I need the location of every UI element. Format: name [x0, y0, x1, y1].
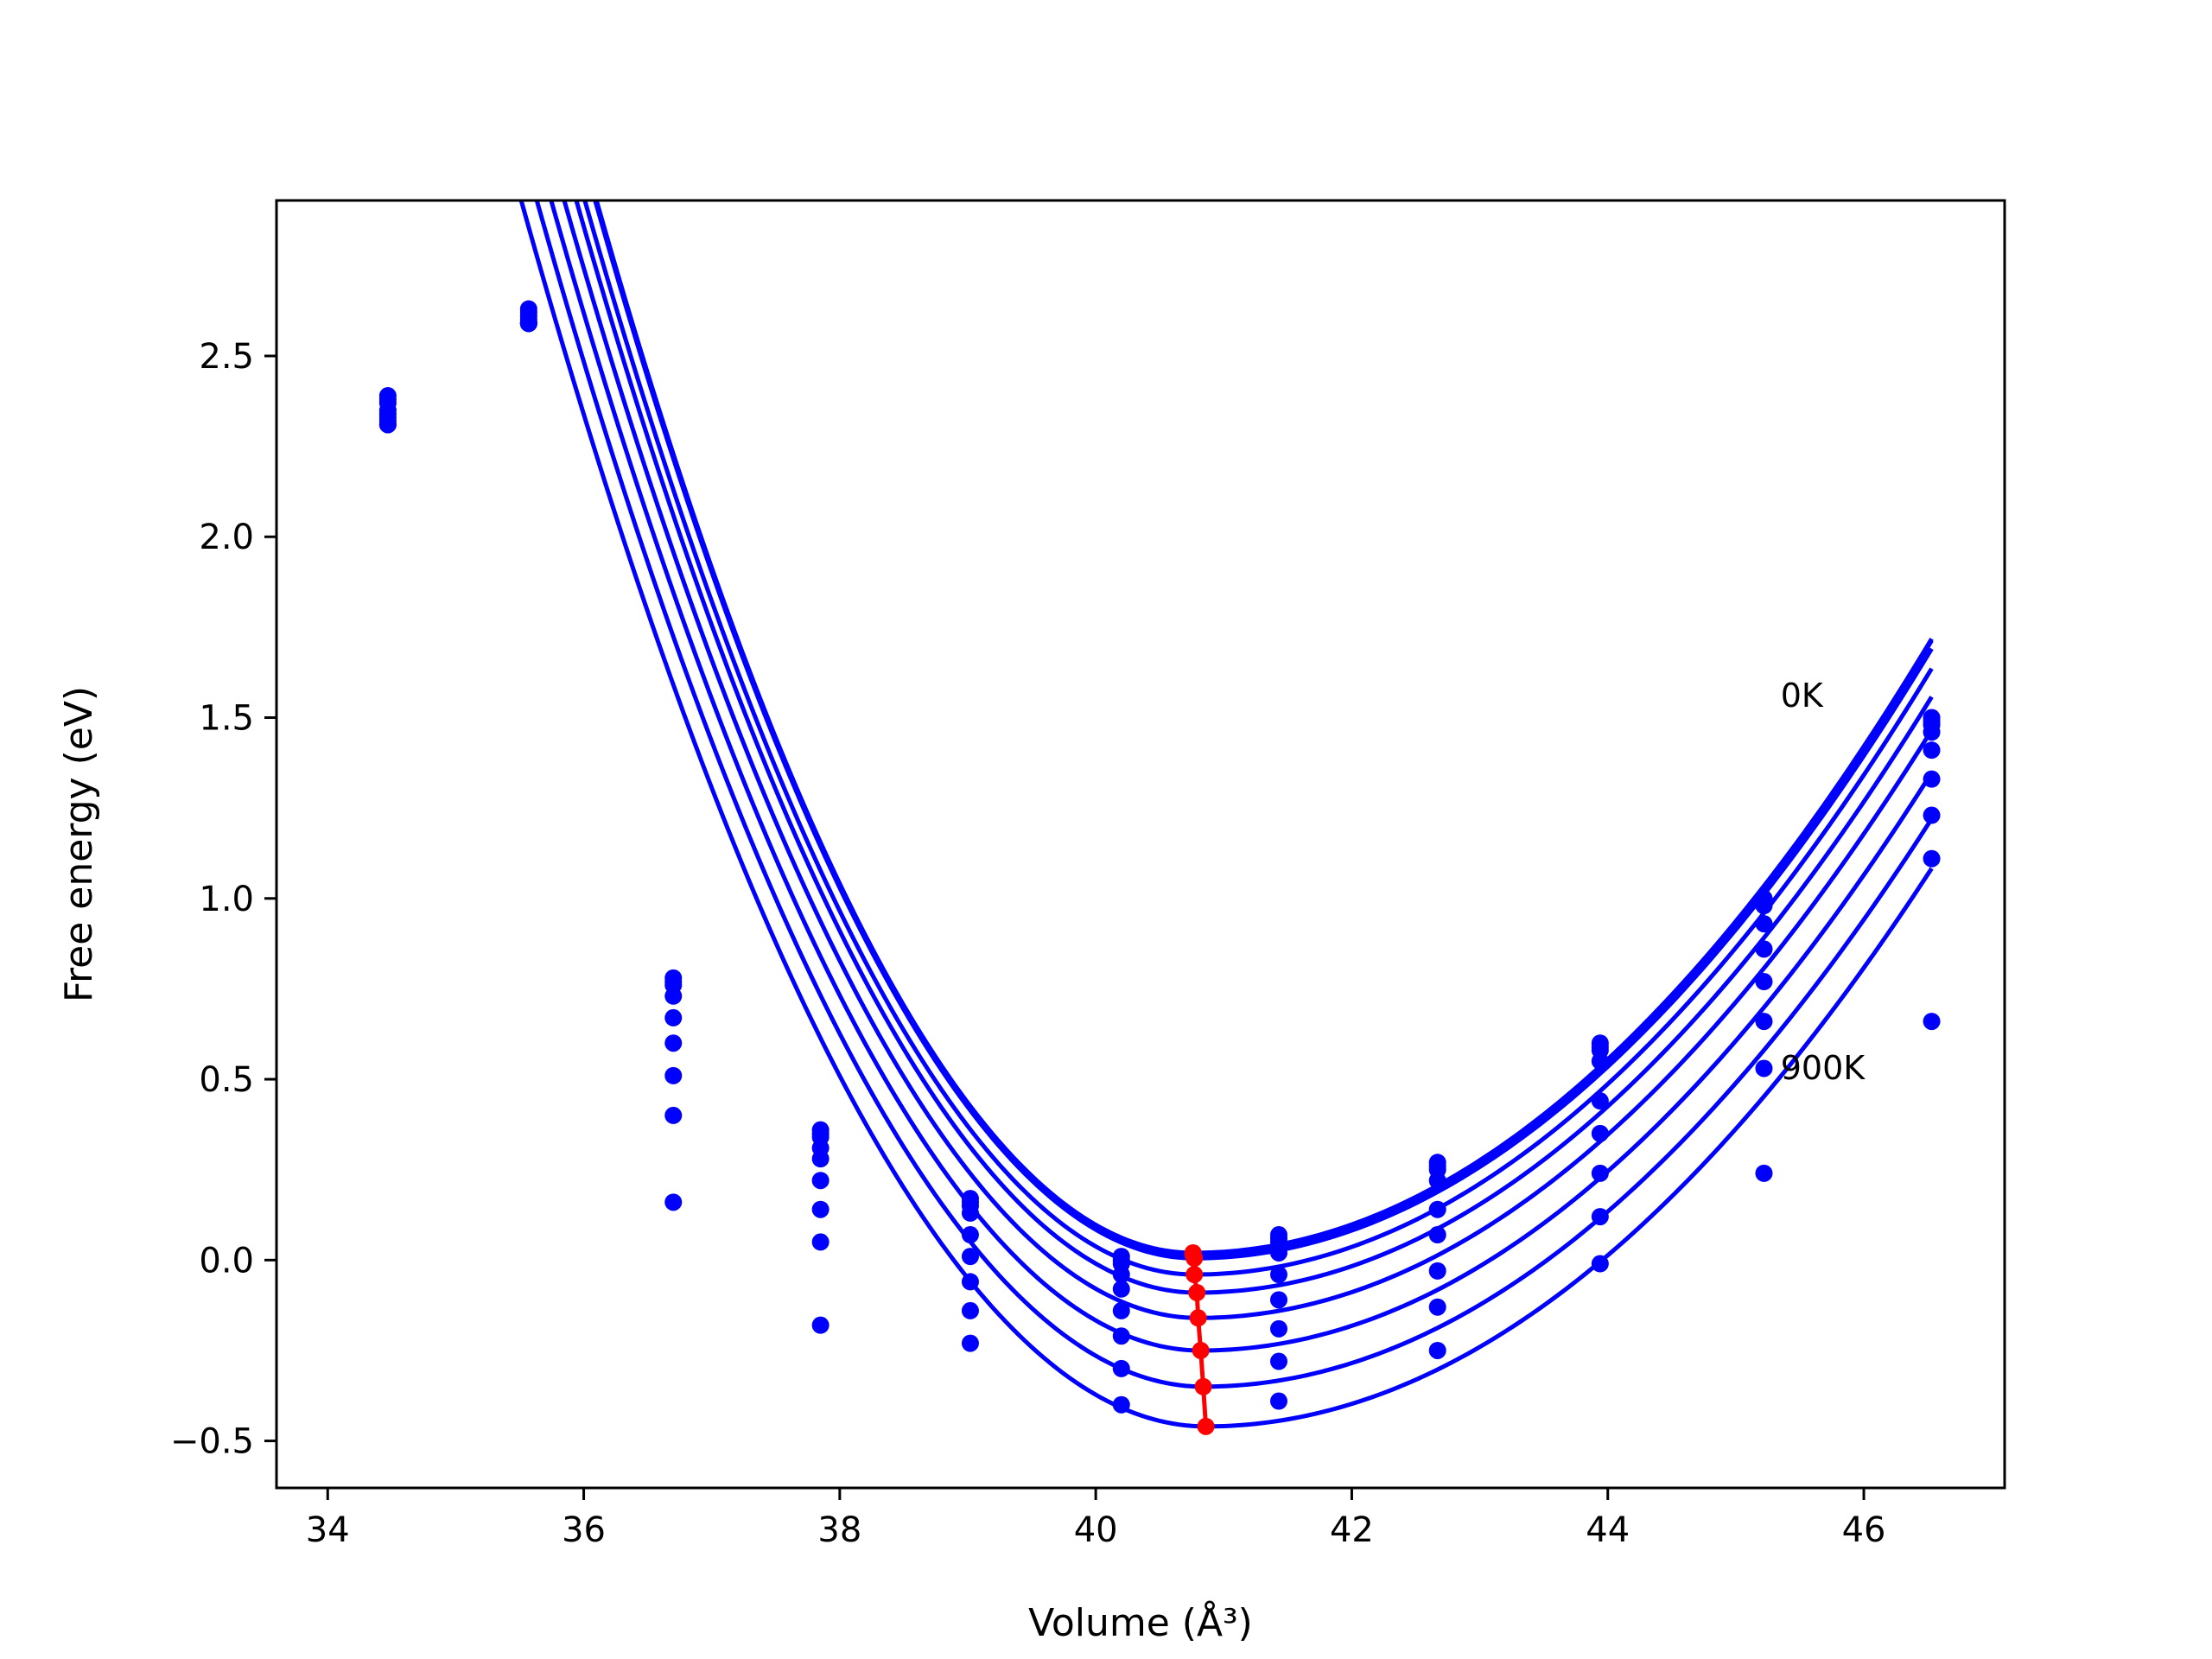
axes-frame — [275, 199, 2006, 1490]
x-tick-label: 44 — [1586, 1510, 1630, 1550]
y-axis-label: Free energy (eV) — [57, 686, 101, 1002]
annotations: 0K 900K — [1781, 677, 1866, 1087]
data-point — [961, 1273, 979, 1291]
x-axis-ticks: 34 36 38 40 42 44 46 — [306, 1488, 1886, 1550]
x-tick-label: 36 — [562, 1510, 606, 1550]
data-point — [1270, 1392, 1287, 1410]
minimum-point — [1185, 1249, 1204, 1268]
data-point — [1923, 1013, 1941, 1031]
data-point — [1428, 1200, 1446, 1218]
data-point — [1591, 1164, 1609, 1182]
data-point — [378, 416, 397, 434]
data-point — [811, 1233, 830, 1251]
data-point — [1591, 1052, 1609, 1071]
y-tick-label: 2.5 — [199, 337, 254, 377]
data-point — [961, 1301, 979, 1319]
x-tick-label: 34 — [306, 1510, 350, 1550]
data-point — [1112, 1395, 1130, 1414]
minimum-point — [1194, 1377, 1212, 1395]
data-point — [961, 1226, 979, 1244]
minimum-point — [1185, 1266, 1204, 1284]
data-point — [1270, 1266, 1287, 1284]
data-point — [811, 1316, 830, 1334]
data-point — [1591, 1124, 1609, 1142]
data-point — [1755, 973, 1773, 991]
minimum-point — [1189, 1309, 1207, 1327]
data-point — [1755, 897, 1773, 915]
y-tick-label: −0.5 — [170, 1422, 254, 1462]
y-tick-label: 1.5 — [199, 699, 254, 739]
fit-curve-7 — [549, 200, 1934, 1353]
data-point — [811, 1172, 830, 1190]
fit-curve-5 — [574, 200, 1934, 1295]
fit-curve-6 — [562, 200, 1934, 1320]
data-point — [1755, 1013, 1773, 1031]
minimum-point — [1197, 1417, 1215, 1435]
data-point — [1923, 770, 1941, 788]
data-point — [664, 1193, 683, 1211]
data-point — [1112, 1280, 1130, 1298]
data-point — [961, 1334, 979, 1352]
temperature-annotation: 900K — [1781, 1049, 1866, 1087]
data-point — [811, 1200, 830, 1218]
x-tick-label: 46 — [1842, 1510, 1886, 1550]
data-point — [1112, 1301, 1130, 1319]
data-point — [961, 1204, 979, 1222]
data-point — [664, 1034, 683, 1052]
data-point — [1270, 1319, 1287, 1338]
data-point — [664, 1066, 683, 1084]
data-point — [1923, 849, 1941, 868]
temperature-annotation: 0K — [1781, 677, 1824, 715]
data-point — [1591, 1092, 1609, 1110]
fit-curve-4 — [582, 200, 1934, 1277]
x-axis-label: Volume (Å³) — [1028, 1599, 1253, 1645]
data-point — [664, 987, 683, 1005]
fit-curve-9 — [518, 200, 1934, 1429]
y-tick-label: 0.0 — [199, 1241, 254, 1281]
data-point — [1112, 1359, 1130, 1377]
data-point — [1112, 1327, 1130, 1345]
data-point — [811, 1150, 830, 1168]
data-point — [1923, 723, 1941, 741]
y-axis-ticks: −0.5 0.0 0.5 1.0 1.5 2.0 2.5 — [170, 337, 276, 1462]
x-tick-label: 38 — [817, 1510, 861, 1550]
data-point — [1428, 1172, 1446, 1190]
plot-content — [378, 200, 1941, 1435]
data-point — [1270, 1243, 1287, 1262]
y-tick-label: 0.5 — [199, 1060, 254, 1100]
data-point — [1428, 1226, 1446, 1244]
data-point — [664, 1008, 683, 1027]
data-point — [1923, 741, 1941, 760]
data-point — [664, 1106, 683, 1124]
data-point — [1923, 806, 1941, 824]
minimum-point — [1192, 1341, 1210, 1359]
x-tick-label: 42 — [1330, 1510, 1374, 1550]
data-point — [519, 315, 537, 333]
data-point — [1428, 1298, 1446, 1316]
data-point — [961, 1248, 979, 1266]
x-tick-label: 40 — [1074, 1510, 1118, 1550]
fit-curve-8 — [534, 200, 1934, 1389]
data-point — [1270, 1352, 1287, 1370]
minimum-point — [1188, 1283, 1206, 1301]
y-tick-label: 1.0 — [199, 880, 254, 919]
data-point — [1755, 1164, 1773, 1182]
data-point — [1428, 1341, 1446, 1359]
data-point — [1591, 1208, 1609, 1226]
data-point — [1428, 1262, 1446, 1280]
data-point — [1755, 915, 1773, 933]
data-point — [1591, 1255, 1609, 1273]
data-point — [1755, 1059, 1773, 1077]
data-point — [1270, 1291, 1287, 1309]
data-point — [1112, 1266, 1130, 1284]
data-point — [1755, 940, 1773, 958]
fit-curve-3 — [593, 200, 1934, 1261]
y-tick-label: 2.0 — [199, 518, 254, 557]
